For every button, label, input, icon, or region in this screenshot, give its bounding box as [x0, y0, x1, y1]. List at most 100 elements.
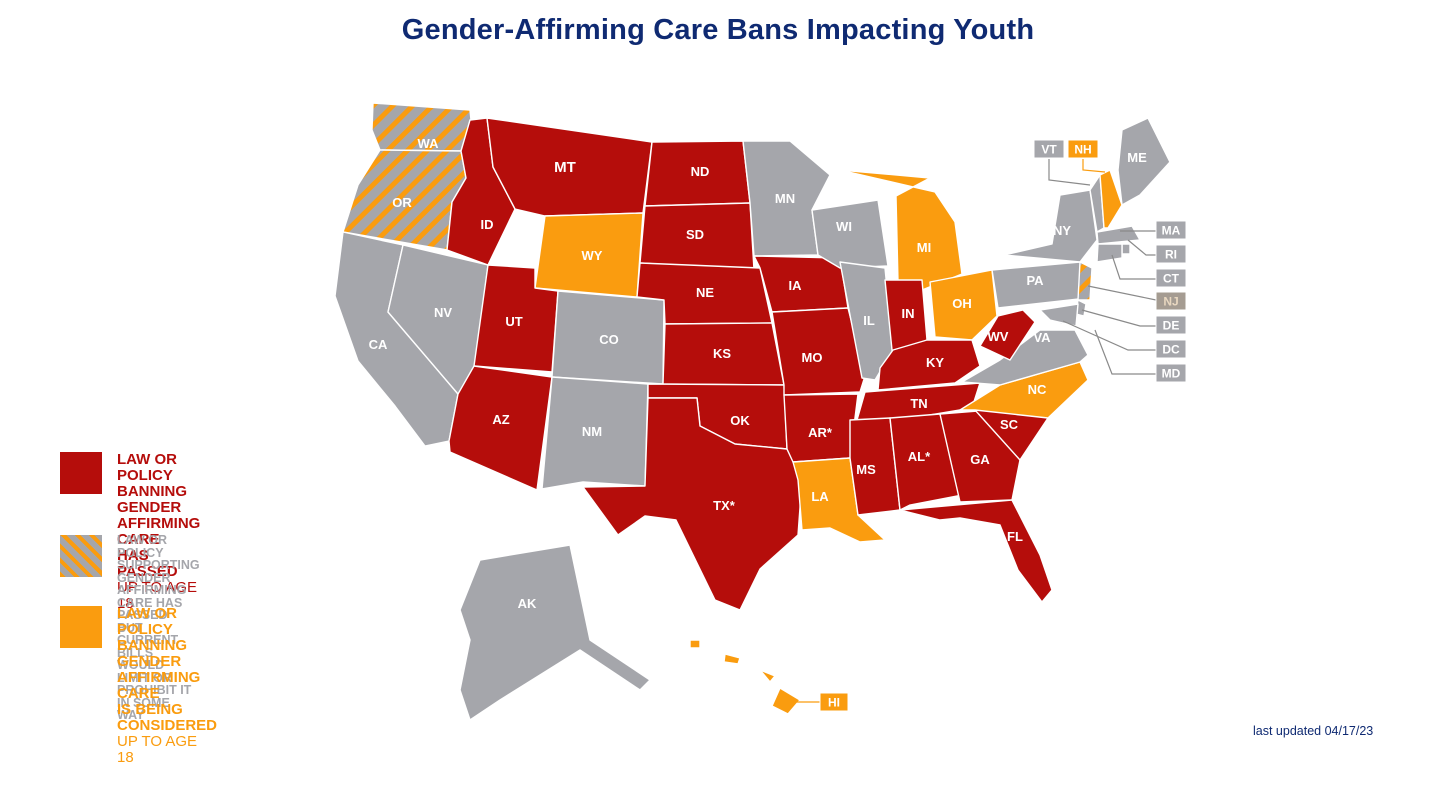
state-label-ga: GA — [970, 452, 990, 467]
state-label-in: IN — [902, 306, 915, 321]
callouts-layer: HI VT NH MA RI CT NJ DE DC MD — [790, 139, 1187, 712]
callout-box-vt — [1033, 139, 1065, 159]
callout-label-ma: MA — [1162, 224, 1181, 238]
state-label-tx: TX* — [713, 498, 736, 513]
callout-box-hi — [819, 692, 849, 712]
state-tx — [582, 397, 803, 611]
state-label-wi: WI — [836, 219, 852, 234]
state-al — [889, 413, 963, 511]
legend-text-banned: LAW OR POLICY BANNING GENDER AFFIRMING C… — [117, 452, 200, 612]
callout-line-nh — [1082, 159, 1106, 173]
state-label-pa: PA — [1026, 273, 1044, 288]
state-ky — [877, 339, 981, 391]
callout-box-dc — [1155, 339, 1187, 359]
callout-label-nh: NH — [1074, 143, 1091, 157]
state-fl — [899, 499, 1053, 603]
state-ct — [1096, 243, 1123, 263]
legend-line: LAW OR POLICY BANNING — [117, 605, 187, 654]
state-labels-layer: WA OR CA NV ID MT WY UT CO AZ NM ND SD NE KS OK TX* MN IA M… — [369, 136, 1147, 611]
state-label-mn: MN — [775, 191, 795, 206]
state-label-nc: NC — [1028, 382, 1047, 397]
callout-label-dc: DC — [1162, 343, 1180, 357]
callout-line-dc — [1062, 320, 1156, 351]
state-wi — [811, 199, 889, 269]
state-label-mi: MI — [917, 240, 931, 255]
state-label-al: AL* — [908, 449, 931, 464]
legend-swatch-hatched — [60, 535, 102, 577]
legend-line: LAW OR POLICY BANNING — [117, 451, 187, 500]
state-ms — [849, 417, 901, 516]
state-label-fl: FL — [1007, 529, 1023, 544]
state-label-me: ME — [1127, 150, 1147, 165]
state-nm — [541, 376, 649, 490]
callout-line-de — [1081, 309, 1156, 327]
state-label-oh: OH — [952, 296, 972, 311]
callout-box-de — [1155, 315, 1187, 335]
state-oh — [929, 269, 998, 341]
state-ak — [459, 544, 651, 721]
legend-line: PROHIBIT IT IN SOME WAY — [117, 683, 192, 722]
state-label-or: OR — [392, 195, 412, 210]
state-label-id: ID — [481, 217, 494, 232]
state-label-ms: MS — [856, 462, 876, 477]
callout-label-ri: RI — [1165, 248, 1177, 262]
callout-label-ct: CT — [1163, 272, 1180, 286]
callout-box-nj — [1155, 291, 1187, 311]
states-layer — [334, 102, 1171, 721]
legend-line: GENDER AFFIRMING CARE — [117, 653, 201, 702]
callout-label-vt: VT — [1041, 143, 1057, 157]
legend-text-considered: LAW OR POLICY BANNING GENDER AFFIRMING C… — [117, 606, 217, 766]
legend-line: GENDER AFFIRMING CARE — [117, 499, 201, 548]
state-label-la: LA — [811, 489, 829, 504]
legend-line: LAW OR POLICY SUPPORTING — [117, 533, 200, 572]
callout-label-hi: HI — [828, 696, 840, 710]
state-label-ok: OK — [730, 413, 750, 428]
state-label-va: VA — [1033, 330, 1051, 345]
state-label-wv: WV — [988, 329, 1009, 344]
callout-line-vt — [1048, 159, 1091, 186]
state-label-mt: MT — [554, 159, 576, 176]
state-label-sc: SC — [1000, 417, 1019, 432]
callout-box-ri — [1155, 244, 1187, 264]
callout-label-de: DE — [1163, 319, 1180, 333]
state-ri — [1121, 243, 1131, 255]
state-label-ne: NE — [696, 285, 714, 300]
state-label-nd: ND — [691, 164, 710, 179]
callout-box-nh — [1067, 139, 1099, 159]
state-label-wy: WY — [582, 248, 603, 263]
map-title: Gender-Affirming Care Bans Impacting You… — [401, 14, 1035, 46]
state-hi — [689, 639, 801, 715]
legend-line: GENDER AFFIRMING CARE HAS PASSED — [117, 570, 187, 622]
state-label-co: CO — [599, 332, 619, 347]
state-ny — [1003, 189, 1098, 263]
state-label-tn: TN — [910, 396, 927, 411]
state-label-ks: KS — [713, 346, 731, 361]
legend-sub: UP TO AGE 18 — [117, 733, 198, 766]
callout-label-nj: NJ — [1163, 295, 1178, 309]
legend-text-supporting-limited: LAW OR POLICY SUPPORTING GENDER AFFIRMIN… — [117, 534, 200, 722]
state-label-ny: NY — [1053, 223, 1071, 238]
state-il — [839, 261, 894, 381]
state-az — [448, 365, 553, 491]
legend-swatch-considered — [60, 606, 102, 648]
state-label-nm: NM — [582, 424, 602, 439]
state-label-ia: IA — [789, 278, 803, 293]
state-label-mo: MO — [802, 350, 823, 365]
legend-line: IS BEING CONSIDERED — [117, 701, 218, 734]
state-label-wa: WA — [418, 136, 440, 151]
state-label-ca: CA — [369, 337, 388, 352]
legend-line: HAS PASSED — [117, 547, 178, 580]
state-label-ak: AK — [518, 596, 537, 611]
callout-box-ma — [1155, 220, 1187, 240]
state-label-ut: UT — [505, 314, 522, 329]
callout-line-ct — [1111, 254, 1156, 280]
legend-sub: UP TO AGE 18 — [117, 579, 198, 612]
callout-line-ri — [1127, 239, 1156, 256]
state-label-sd: SD — [686, 227, 704, 242]
state-label-ar: AR* — [808, 425, 833, 440]
callout-label-md: MD — [1162, 367, 1181, 381]
state-label-ky: KY — [926, 355, 944, 370]
callout-box-ct — [1155, 268, 1187, 288]
state-nh — [1099, 169, 1123, 229]
